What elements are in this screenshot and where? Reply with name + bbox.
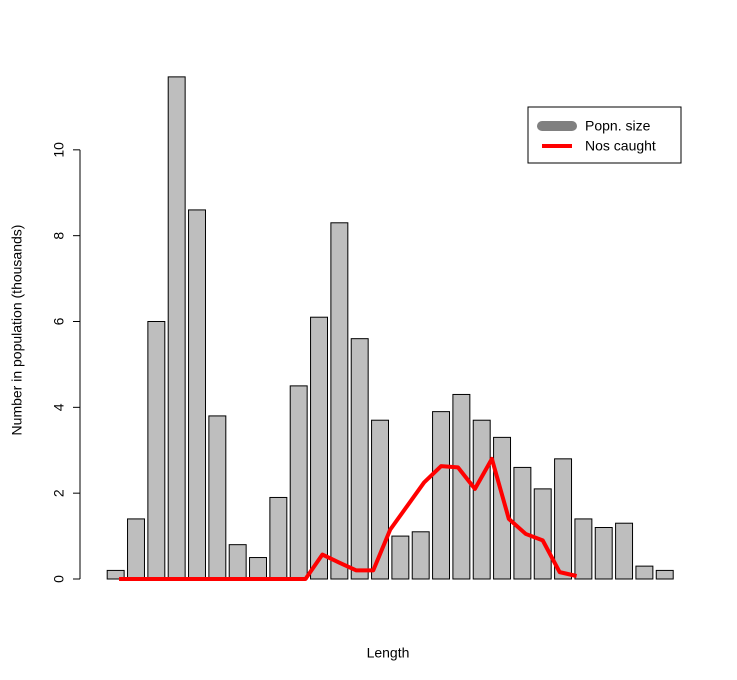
line [119, 456, 578, 581]
bar [493, 436, 512, 580]
bar [411, 531, 430, 580]
bar [472, 419, 491, 580]
bar [635, 565, 654, 580]
bar [574, 518, 593, 580]
bar [452, 393, 471, 580]
bar [533, 488, 552, 580]
y-tick-label: 4 [51, 403, 67, 411]
bar [615, 522, 634, 580]
bar [167, 76, 186, 580]
legend-label: Nos caught [585, 138, 656, 154]
bar [269, 496, 288, 580]
bar [350, 338, 369, 580]
bar [391, 535, 410, 580]
y-tick-label: 6 [51, 317, 67, 325]
legend-label: Popn. size [585, 118, 651, 134]
y-axis-label: Number in population (thousands) [9, 225, 25, 436]
y-tick-label: 0 [51, 575, 67, 583]
y-tick-label: 10 [51, 142, 67, 158]
bar [106, 569, 125, 580]
legend-box [527, 106, 682, 164]
bar [147, 321, 166, 580]
bar [127, 518, 145, 580]
bar [228, 544, 247, 580]
y-tick-label: 2 [51, 489, 67, 497]
bar [188, 209, 206, 580]
bar [310, 316, 328, 580]
x-axis-label: Length [367, 645, 410, 661]
bar [554, 458, 573, 580]
bar [655, 569, 674, 580]
bar [594, 527, 613, 580]
bar [289, 385, 308, 580]
bar [249, 557, 267, 580]
bar [330, 222, 349, 580]
y-tick-label: 8 [51, 232, 67, 240]
bar [432, 411, 451, 580]
bar [208, 415, 227, 580]
